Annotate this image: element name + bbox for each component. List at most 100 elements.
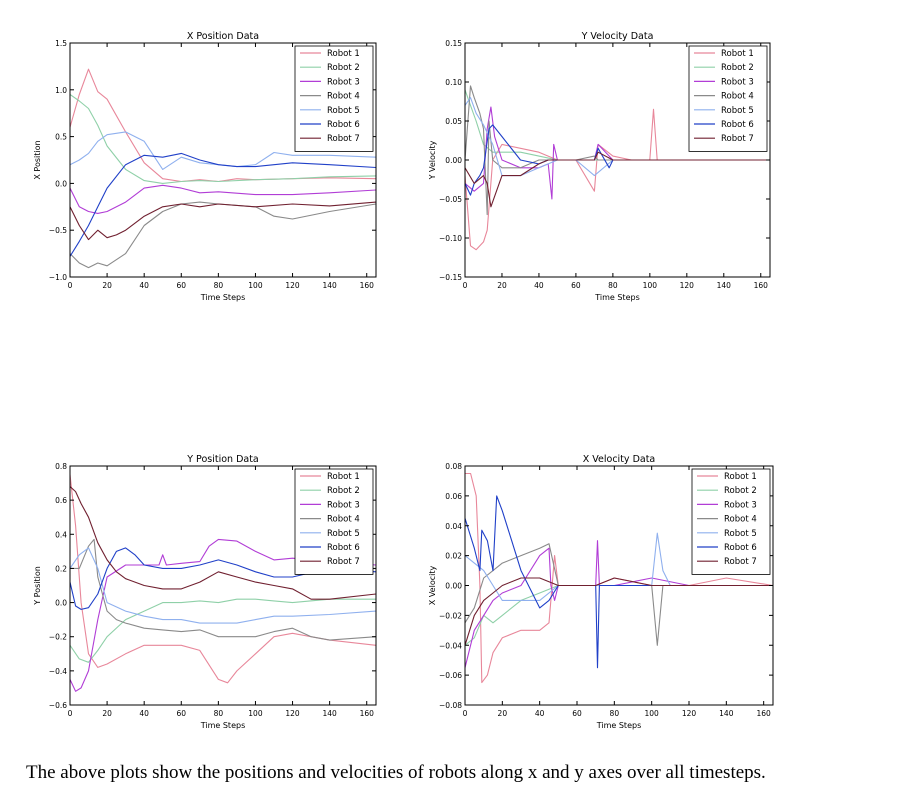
legend-label-robot-5: Robot 5 [721, 106, 754, 116]
x-tick-label: 20 [102, 281, 112, 290]
series-group [70, 474, 376, 692]
y-tick-label: −0.04 [439, 641, 462, 650]
series-group [465, 472, 773, 684]
legend-label-robot-3: Robot 3 [327, 77, 360, 87]
x-tick-label: 20 [498, 709, 508, 718]
x-tick-label: 120 [680, 281, 695, 290]
y-tick-label: 0.02 [445, 552, 462, 561]
x-tick-label: 160 [754, 281, 769, 290]
x-axis-label: Time Steps [594, 293, 640, 302]
x-tick-label: 80 [214, 709, 224, 718]
series-line-robot-4 [70, 201, 376, 269]
series-line-robot-7 [465, 151, 770, 208]
x-tick-label: 140 [719, 709, 734, 718]
y-tick-label: 0.05 [445, 117, 462, 126]
x-tick-label: 100 [643, 281, 658, 290]
plot-frame [69, 42, 377, 278]
y-tick-label: −0.6 [49, 701, 67, 710]
y-axis-label: Y Position [33, 566, 42, 606]
chart-3: 0 20 40 60 80 100 120 140 160 −0.08 −0.06 −0.04 −0.0… [428, 454, 774, 730]
y-tick-label: −0.08 [439, 701, 462, 710]
legend-label-robot-4: Robot 4 [721, 92, 754, 102]
x-tick-label: 80 [214, 281, 224, 290]
legend-box [294, 468, 374, 575]
x-tick-label: 60 [176, 709, 186, 718]
legend-label-robot-1: Robot 1 [724, 472, 757, 482]
y-tick-label: 0.06 [445, 492, 462, 501]
y-tick-label: 0.04 [445, 522, 462, 531]
x-axis-label: Time Steps [200, 293, 246, 302]
series-line-robot-1 [70, 474, 376, 684]
y-axis-label: X Velocity [428, 566, 437, 606]
series-line-robot-3 [70, 538, 376, 692]
legend-label-robot-5: Robot 5 [327, 529, 360, 539]
y-tick-label: 0.00 [445, 582, 462, 591]
x-tick-label: 0 [68, 709, 73, 718]
x-tick-label: 100 [248, 709, 263, 718]
chart-1: 0 20 40 60 80 100 120 140 160 −0.15 −0.10 −0.05 0.00… [428, 31, 771, 302]
y-tick-label: 0.10 [445, 78, 462, 87]
series-line-robot-6 [465, 495, 773, 669]
y-tick-label: 0.0 [55, 599, 67, 608]
legend-label-robot-7: Robot 7 [327, 134, 360, 144]
y-tick-label: −0.5 [49, 226, 67, 235]
legend-box [294, 45, 374, 152]
legend-box [688, 45, 768, 152]
x-tick-label: 140 [322, 281, 337, 290]
y-tick-label: 0.2 [55, 564, 67, 573]
legend-label-robot-3: Robot 3 [724, 500, 757, 510]
y-tick-label: −0.15 [439, 273, 462, 282]
x-axis-label: Time Steps [200, 721, 246, 730]
y-tick-label: 1.0 [55, 86, 67, 95]
x-tick-label: 160 [360, 281, 375, 290]
x-tick-label: 160 [757, 709, 772, 718]
y-axis-label: X Position [33, 140, 42, 179]
y-tick-label: 1.5 [55, 39, 67, 48]
x-tick-label: 20 [497, 281, 507, 290]
series-line-robot-3 [465, 540, 773, 668]
legend-label-robot-1: Robot 1 [721, 49, 754, 59]
y-tick-label: −0.4 [49, 667, 67, 676]
x-tick-label: 80 [608, 281, 618, 290]
x-tick-label: 20 [102, 709, 112, 718]
x-axis-label: Time Steps [596, 721, 642, 730]
series-group [70, 68, 376, 269]
x-tick-label: 140 [717, 281, 732, 290]
legend-label-robot-5: Robot 5 [724, 529, 757, 539]
series-line-robot-7 [70, 201, 376, 241]
x-tick-label: 60 [572, 709, 582, 718]
y-tick-label: 0.6 [55, 496, 67, 505]
chart-2: 0 20 40 60 80 100 120 140 160 −0.6 −0.4 −0.2 0.0 0.2 0… [33, 454, 377, 730]
series-line-robot-5 [70, 131, 376, 170]
legend-label-robot-6: Robot 6 [721, 120, 754, 130]
x-tick-label: 80 [610, 709, 620, 718]
x-tick-label: 40 [534, 281, 544, 290]
y-tick-label: 0.08 [445, 462, 462, 471]
x-tick-label: 40 [535, 709, 545, 718]
y-tick-label: 0.15 [445, 39, 462, 48]
legend: Robot 1 Robot 2 Robot 3 Robot 4 Robot 5 Robot… [691, 468, 771, 575]
legend-label-robot-6: Robot 6 [724, 543, 757, 553]
series-line-robot-2 [70, 598, 376, 663]
y-tick-label: 0.0 [55, 179, 67, 188]
y-tick-label: −0.05 [439, 195, 462, 204]
x-tick-label: 120 [682, 709, 697, 718]
legend-label-robot-2: Robot 2 [327, 486, 360, 496]
y-tick-label: −0.06 [439, 671, 462, 680]
series-line-robot-6 [70, 152, 376, 257]
y-tick-label: −1.0 [49, 273, 67, 282]
x-tick-label: 60 [571, 281, 581, 290]
series-line-robot-6 [70, 547, 376, 610]
y-tick-label: 0.00 [445, 156, 462, 165]
legend-label-robot-4: Robot 4 [327, 515, 360, 525]
series-line-robot-3 [70, 184, 376, 214]
figure-caption: The above plots show the positions and v… [26, 762, 766, 783]
x-tick-label: 160 [360, 709, 375, 718]
legend-label-robot-2: Robot 2 [721, 63, 754, 73]
legend: Robot 1 Robot 2 Robot 3 Robot 4 Robot 5 Robot… [294, 45, 374, 152]
legend-label-robot-6: Robot 6 [327, 543, 360, 553]
chart-title: X Velocity Data [583, 454, 656, 465]
legend-label-robot-7: Robot 7 [721, 134, 754, 144]
x-tick-label: 120 [285, 709, 300, 718]
chart-title: Y Position Data [186, 454, 259, 465]
